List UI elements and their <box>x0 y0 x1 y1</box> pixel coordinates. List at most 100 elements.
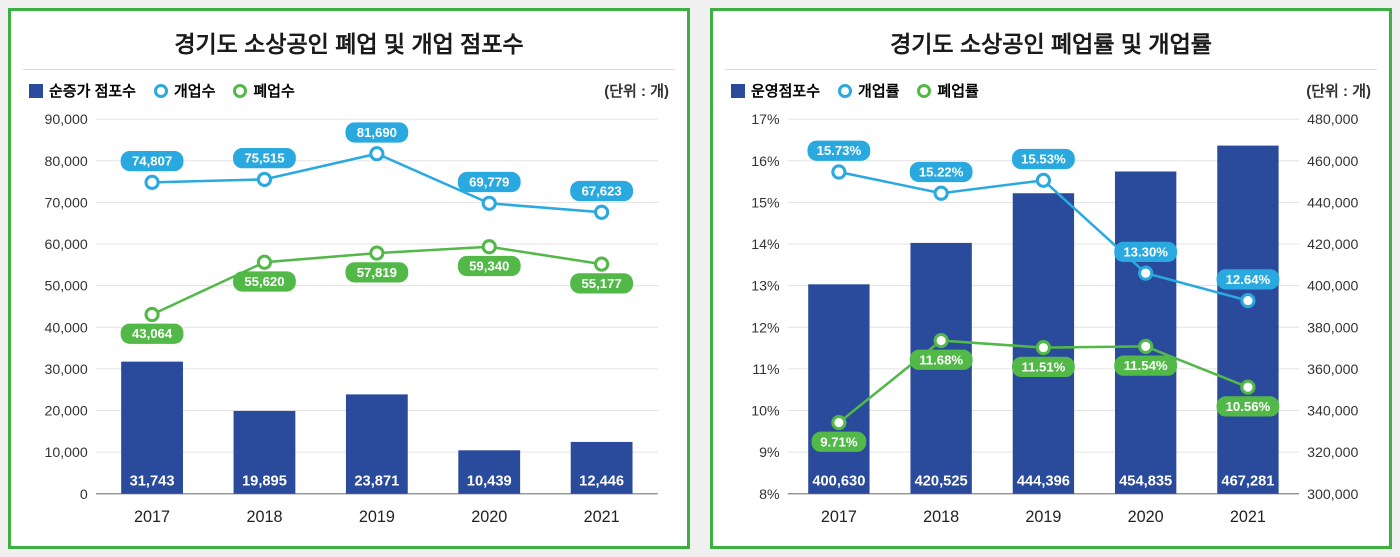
series-marker <box>1037 174 1049 186</box>
legend-item-line1: 개업수 <box>154 80 215 101</box>
legend-ring-line2 <box>917 84 931 98</box>
value-pill-text: 74,807 <box>132 154 172 169</box>
legend-item-line1: 개업률 <box>838 80 899 101</box>
series-marker <box>935 187 947 199</box>
value-pill-text: 55,177 <box>581 276 621 291</box>
svg-text:50,000: 50,000 <box>44 279 87 295</box>
value-pill-text: 57,819 <box>357 265 397 280</box>
chart-svg-left: 0 10,000 20,000 30,000 40,000 50,000 60,000 70,… <box>25 109 673 534</box>
legend-ring-line1 <box>154 84 168 98</box>
value-pill-text: 11.51% <box>1021 359 1065 374</box>
series-marker <box>483 241 495 253</box>
svg-text:13%: 13% <box>751 279 780 295</box>
legend-ring-line1 <box>838 84 852 98</box>
legend-item-line2: 폐업수 <box>233 80 294 101</box>
svg-text:60,000: 60,000 <box>44 237 87 253</box>
legend-label-bar: 순증가 점포수 <box>49 80 136 101</box>
legend-ring-line2 <box>233 84 247 98</box>
chart-svg-right: 8%9%10%11%12%13%14%15%16%17%300,000320,0… <box>727 109 1375 534</box>
bar-value-label: 19,895 <box>242 474 287 490</box>
series-marker <box>146 176 158 188</box>
series-marker <box>596 206 608 218</box>
series-marker <box>1140 340 1152 352</box>
series-line <box>152 154 602 213</box>
series-marker <box>935 334 947 346</box>
bar-value-label: 444,396 <box>1017 474 1070 490</box>
svg-text:420,000: 420,000 <box>1307 237 1358 253</box>
chart-area-left: 0 10,000 20,000 30,000 40,000 50,000 60,000 70,… <box>25 109 673 534</box>
svg-text:0: 0 <box>80 487 88 503</box>
chart-panel-left: 경기도 소상공인 폐업 및 개업 점포수 순증가 점포수 개업수 폐업수 (단위… <box>8 8 690 549</box>
value-pill-text: 43,064 <box>132 326 173 341</box>
category-label: 2021 <box>1230 508 1266 526</box>
bar-value-label: 454,835 <box>1119 474 1172 490</box>
series-marker <box>833 416 845 428</box>
series-marker <box>146 308 158 320</box>
svg-text:20,000: 20,000 <box>44 404 87 420</box>
chart-area-right: 8%9%10%11%12%13%14%15%16%17%300,000320,0… <box>727 109 1375 534</box>
value-pill-text: 67,623 <box>581 183 621 198</box>
chart-title-left: 경기도 소상공인 폐업 및 개업 점포수 <box>23 11 675 70</box>
category-label: 2019 <box>359 508 395 526</box>
bar <box>1115 171 1176 493</box>
category-label: 2018 <box>246 508 282 526</box>
bar-value-label: 23,871 <box>354 474 399 490</box>
value-pill-text: 55,620 <box>244 274 284 289</box>
value-pill-text: 11.68% <box>919 352 963 367</box>
value-pill-text: 69,779 <box>469 175 509 190</box>
legend-label-line1: 개업수 <box>174 80 215 101</box>
bar-value-label: 467,281 <box>1221 474 1274 490</box>
svg-text:30,000: 30,000 <box>44 362 87 378</box>
legend-left: 순증가 점포수 개업수 폐업수 (단위 : 개) <box>11 70 687 103</box>
svg-text:15%: 15% <box>751 195 780 211</box>
bar-value-label: 400,630 <box>812 474 865 490</box>
svg-text:300,000: 300,000 <box>1307 487 1358 503</box>
series-marker <box>833 166 845 178</box>
svg-text:460,000: 460,000 <box>1307 154 1358 170</box>
svg-text:400,000: 400,000 <box>1307 279 1358 295</box>
svg-text:70,000: 70,000 <box>44 195 87 211</box>
series-marker <box>1140 267 1152 279</box>
category-label: 2017 <box>821 508 857 526</box>
bar-value-label: 31,743 <box>130 474 175 490</box>
category-label: 2020 <box>1128 508 1164 526</box>
value-pill-text: 12.64% <box>1226 272 1271 287</box>
legend-item-bar: 운영점포수 <box>731 80 820 101</box>
svg-text:440,000: 440,000 <box>1307 195 1358 211</box>
series-marker <box>1037 342 1049 354</box>
value-pill-text: 15.22% <box>919 164 964 179</box>
series-marker <box>371 148 383 160</box>
value-pill-text: 81,690 <box>357 125 397 140</box>
chart-title-right: 경기도 소상공인 폐업률 및 개업률 <box>725 11 1377 70</box>
chart-panel-right: 경기도 소상공인 폐업률 및 개업률 운영점포수 개업률 폐업률 (단위 : 개… <box>710 8 1392 549</box>
legend-item-line2: 폐업률 <box>917 80 978 101</box>
svg-text:80,000: 80,000 <box>44 154 87 170</box>
svg-text:90,000: 90,000 <box>44 112 87 128</box>
category-label: 2018 <box>923 508 959 526</box>
value-pill-text: 59,340 <box>469 258 509 273</box>
svg-text:16%: 16% <box>751 154 780 170</box>
category-label: 2021 <box>584 508 620 526</box>
svg-text:12%: 12% <box>751 320 780 336</box>
bar <box>1217 146 1278 494</box>
legend-label-line2: 폐업수 <box>253 80 294 101</box>
legend-label-bar: 운영점포수 <box>751 80 820 101</box>
svg-text:40,000: 40,000 <box>44 320 87 336</box>
value-pill-text: 10.56% <box>1226 399 1271 414</box>
legend-label-line2: 폐업률 <box>937 80 978 101</box>
series-marker <box>371 247 383 259</box>
svg-text:8%: 8% <box>759 487 780 503</box>
category-label: 2017 <box>134 508 170 526</box>
legend-swatch-bar <box>731 84 745 98</box>
value-pill-text: 15.73% <box>817 143 862 158</box>
unit-left: (단위 : 개) <box>604 80 669 101</box>
legend-right: 운영점포수 개업률 폐업률 (단위 : 개) <box>713 70 1389 103</box>
svg-text:360,000: 360,000 <box>1307 362 1358 378</box>
legend-swatch-bar <box>29 84 43 98</box>
svg-text:380,000: 380,000 <box>1307 320 1358 336</box>
svg-text:14%: 14% <box>751 237 780 253</box>
svg-text:10,000: 10,000 <box>44 445 87 461</box>
bar-value-label: 10,439 <box>467 474 512 490</box>
series-marker <box>258 173 270 185</box>
svg-text:320,000: 320,000 <box>1307 445 1358 461</box>
